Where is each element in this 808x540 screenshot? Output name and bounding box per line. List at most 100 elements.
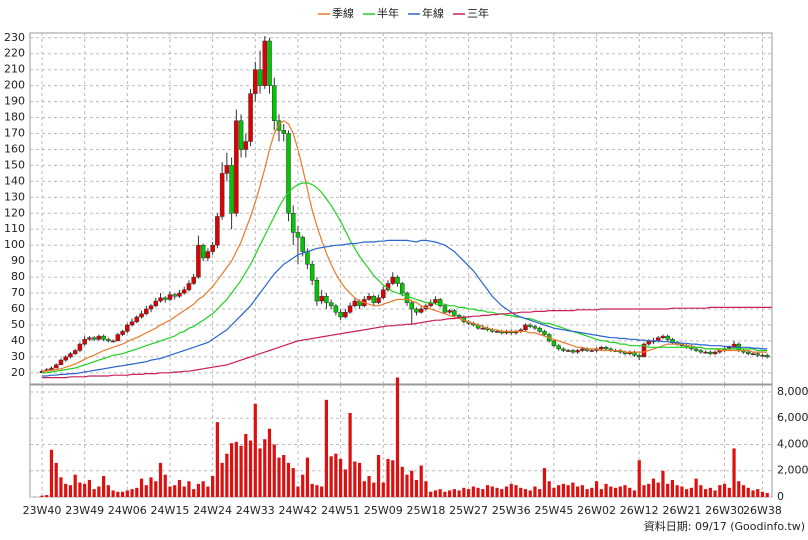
candle-body (390, 276, 396, 284)
candle-body (281, 130, 286, 134)
candle-body (636, 355, 642, 358)
ma-line (42, 182, 768, 374)
volume-bar (168, 486, 172, 497)
volume-bar (561, 483, 565, 497)
y-tick-label: 80 (11, 270, 25, 283)
candle-body (219, 173, 225, 217)
volume-bar (158, 462, 163, 497)
volume-bar (670, 479, 675, 497)
x-tick-label: 26W38 (743, 504, 782, 517)
volume-bar (528, 490, 532, 497)
candle-body (58, 359, 64, 366)
volume-bar (632, 490, 637, 497)
x-tick-label: 25W36 (492, 504, 531, 517)
volume-bar (263, 439, 267, 497)
candle-body (286, 133, 291, 214)
candle-body (177, 292, 182, 297)
candle-body (418, 308, 424, 313)
candle-body (343, 311, 348, 318)
volume-bar (547, 481, 551, 497)
candle-body (712, 351, 718, 354)
volume-bar (656, 482, 660, 497)
candle-body (238, 120, 244, 150)
candle-body (205, 251, 211, 259)
ma-line (42, 120, 768, 372)
volume-bar (305, 457, 310, 497)
candle-body (82, 339, 87, 345)
candle-body (755, 353, 760, 356)
candle-body (229, 165, 234, 214)
candle-body (77, 343, 83, 351)
volume-bar (87, 479, 91, 497)
volume-bar (201, 481, 205, 497)
candle-body (134, 316, 140, 323)
x-tick-label: 24W51 (321, 504, 360, 517)
volume-bar (130, 489, 134, 497)
candle-body (248, 93, 253, 142)
candle-body (319, 296, 324, 302)
candle-body (665, 335, 670, 340)
x-tick-label: 24W33 (236, 504, 275, 517)
volume-bar (116, 491, 120, 497)
candle-body (760, 355, 765, 357)
candle-body (456, 315, 462, 318)
volume-bar (225, 453, 229, 497)
volume-bar (571, 482, 575, 497)
candle-body (272, 85, 277, 121)
volume-bar (139, 478, 144, 497)
y-tick-label: 150 (4, 158, 25, 171)
volume-bar (708, 487, 712, 497)
candle-body (267, 40, 272, 86)
volume-bar (419, 465, 423, 497)
volume-bar (722, 483, 727, 497)
volume-bar (471, 486, 475, 497)
volume-bar (599, 489, 603, 497)
candle-body (257, 69, 263, 86)
candle-body (366, 296, 372, 300)
volume-bar (741, 485, 746, 497)
volume-bar (680, 486, 684, 497)
candle-body (347, 305, 353, 313)
candle-body (352, 300, 358, 307)
volume-bar (732, 448, 736, 497)
volume-bar (746, 487, 750, 497)
candle-body (395, 276, 400, 284)
candle-body (324, 296, 329, 303)
candle-body (215, 216, 220, 246)
candle-body (442, 305, 448, 313)
volume-bar (372, 482, 376, 497)
candle-body (494, 331, 500, 333)
volume-bar (73, 474, 77, 497)
candle-body (580, 348, 585, 351)
candle-body (139, 313, 144, 318)
volume-bar (557, 485, 561, 497)
candle-body (68, 353, 73, 358)
volume-bar (533, 486, 537, 497)
volume-bar (177, 479, 182, 497)
volume-bar (367, 475, 371, 497)
volume-bar (500, 489, 504, 497)
y-tick-label: 130 (4, 190, 25, 203)
volume-bar (154, 481, 158, 497)
volume-bar (400, 466, 404, 497)
volume-bar (448, 490, 452, 497)
volume-bar (481, 489, 485, 497)
candle-body (746, 351, 751, 354)
volume-bar (580, 485, 584, 497)
volume-bar (704, 489, 708, 497)
x-tick-label: 26W30 (705, 504, 744, 517)
volume-bar (424, 481, 428, 497)
volume-bar (594, 481, 599, 497)
y-tick-label: 40 (11, 334, 25, 347)
volume-bar (609, 486, 613, 497)
candle-body (129, 321, 135, 326)
candle-body (101, 335, 106, 340)
volume-bar (685, 489, 689, 497)
volume-bar (301, 474, 305, 497)
volume-bar (244, 433, 248, 497)
volume-bar (343, 469, 347, 497)
x-tick-label: 26W02 (577, 504, 616, 517)
volume-bar (514, 485, 518, 497)
y-tick-label: 160 (4, 142, 25, 155)
